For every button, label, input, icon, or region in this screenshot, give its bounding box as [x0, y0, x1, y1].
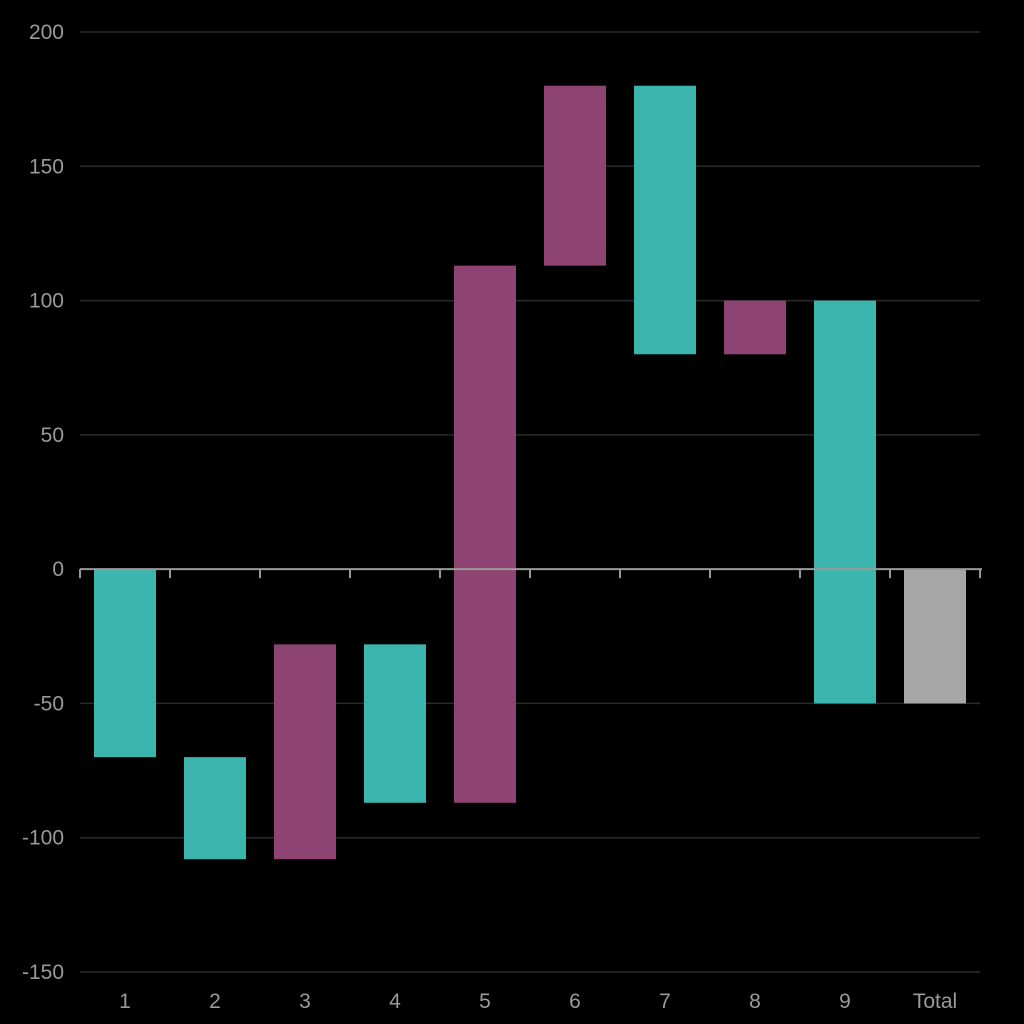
- x-tick-label: 9: [839, 990, 851, 1013]
- waterfall-bar-7: [634, 85, 696, 355]
- x-tick-label: 5: [479, 990, 491, 1013]
- x-tick-label: 8: [749, 990, 761, 1013]
- waterfall-bar-2: [184, 757, 246, 860]
- y-tick-label: 100: [29, 290, 64, 313]
- x-tick-label: 7: [659, 990, 671, 1013]
- x-tick-label: Total: [913, 990, 957, 1013]
- waterfall-bar-6: [544, 85, 606, 266]
- y-tick-label: 0: [52, 558, 64, 581]
- y-tick-label: -50: [34, 692, 64, 715]
- label-layer: 200 150 100 50 0 -50 -100 -150 1 2 3 4 5 6 7 8 9 Total: [22, 21, 957, 1013]
- x-tick-label: 6: [569, 990, 581, 1013]
- waterfall-bar-total: [904, 569, 966, 704]
- y-tick-label: 50: [41, 424, 64, 447]
- bar-layer: [94, 85, 966, 860]
- x-tick-label: 2: [209, 990, 221, 1013]
- y-tick-label: -100: [22, 827, 64, 850]
- y-tick-label: 150: [29, 155, 64, 178]
- waterfall-bar-9: [814, 300, 876, 704]
- y-tick-label: 200: [29, 21, 64, 44]
- waterfall-bar-3: [274, 644, 336, 860]
- x-tick-label: 4: [389, 990, 401, 1013]
- waterfall-bar-1: [94, 569, 156, 758]
- axis-layer: [79, 568, 982, 579]
- x-tick-label: 3: [299, 990, 311, 1013]
- waterfall-bar-5: [454, 265, 516, 803]
- y-tick-label: -150: [22, 961, 64, 984]
- waterfall-bar-8: [724, 300, 786, 355]
- x-tick-label: 1: [119, 990, 131, 1013]
- waterfall-bar-4: [364, 644, 426, 803]
